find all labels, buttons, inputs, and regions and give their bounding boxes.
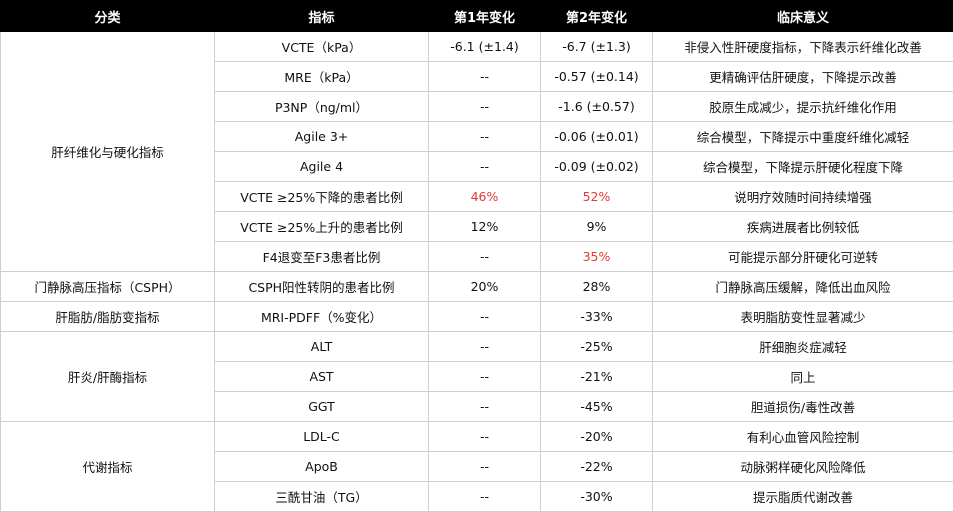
clinical-meaning-cell: 肝细胞炎症减轻 [653,332,953,362]
year2-change-cell: -0.09 (±0.02) [541,152,653,182]
header-year2-change: 第2年变化 [541,1,653,32]
year1-change-cell: -- [429,152,541,182]
clinical-meaning-cell: 提示脂质代谢改善 [653,482,953,512]
indicator-cell: MRE（kPa） [215,62,429,92]
year2-change-cell: 28% [541,272,653,302]
clinical-meaning-cell: 门静脉高压缓解，降低出血风险 [653,272,953,302]
year1-change-cell: 20% [429,272,541,302]
indicator-cell: AST [215,362,429,392]
year1-change-cell: -- [429,62,541,92]
year2-change-cell: -0.06 (±0.01) [541,122,653,152]
header-category: 分类 [1,1,215,32]
clinical-meaning-cell: 更精确评估肝硬度，下降提示改善 [653,62,953,92]
category-cell: 肝炎/肝酶指标 [1,332,215,422]
category-cell: 肝脂肪/脂肪变指标 [1,302,215,332]
year2-change-cell: -1.6 (±0.57) [541,92,653,122]
year1-change-cell: -- [429,302,541,332]
year2-change-cell: -22% [541,452,653,482]
year1-change-cell: -- [429,392,541,422]
indicator-cell: F4退变至F3患者比例 [215,242,429,272]
indicator-cell: VCTE（kPa） [215,32,429,62]
indicator-cell: Agile 3+ [215,122,429,152]
indicator-cell: Agile 4 [215,152,429,182]
clinical-meaning-cell: 疾病进展者比例较低 [653,212,953,242]
indicator-cell: 三酰甘油（TG） [215,482,429,512]
clinical-meaning-cell: 综合模型，下降提示中重度纤维化减轻 [653,122,953,152]
year1-change-cell: -- [429,452,541,482]
year2-change-cell: -33% [541,302,653,332]
clinical-meaning-cell: 综合模型，下降提示肝硬化程度下降 [653,152,953,182]
category-cell: 门静脉高压指标（CSPH） [1,272,215,302]
year2-change-cell: -25% [541,332,653,362]
indicator-cell: ApoB [215,452,429,482]
clinical-meaning-cell: 可能提示部分肝硬化可逆转 [653,242,953,272]
year2-change-cell: -45% [541,392,653,422]
year1-change-cell: -- [429,92,541,122]
indicator-cell: LDL-C [215,422,429,452]
year2-change-cell: 9% [541,212,653,242]
year2-change-cell: -6.7 (±1.3) [541,32,653,62]
year1-change-cell: -- [429,422,541,452]
clinical-meaning-cell: 表明脂肪变性显著减少 [653,302,953,332]
year2-change-cell: -21% [541,362,653,392]
indicator-cell: P3NP（ng/ml） [215,92,429,122]
year1-change-cell: 12% [429,212,541,242]
year2-change-cell: -0.57 (±0.14) [541,62,653,92]
header-row: 分类 指标 第1年变化 第2年变化 临床意义 [1,1,953,32]
year1-change-cell: -- [429,332,541,362]
year2-change-cell: -30% [541,482,653,512]
indicator-cell: VCTE ≥25%上升的患者比例 [215,212,429,242]
year1-change-cell: -- [429,362,541,392]
clinical-meaning-cell: 胆道损伤/毒性改善 [653,392,953,422]
year1-change-cell: 46% [429,182,541,212]
year2-change-cell: 52% [541,182,653,212]
indicator-cell: CSPH阳性转阴的患者比例 [215,272,429,302]
clinical-meaning-cell: 说明疗效随时间持续增强 [653,182,953,212]
clinical-meaning-cell: 胶原生成减少，提示抗纤维化作用 [653,92,953,122]
table-header: 分类 指标 第1年变化 第2年变化 临床意义 [1,1,953,32]
indicator-cell: GGT [215,392,429,422]
year1-change-cell: -- [429,482,541,512]
indicator-cell: MRI-PDFF（%变化） [215,302,429,332]
category-cell: 肝纤维化与硬化指标 [1,32,215,272]
category-cell: 代谢指标 [1,422,215,512]
header-indicator: 指标 [215,1,429,32]
year1-change-cell: -- [429,122,541,152]
clinical-meaning-cell: 动脉粥样硬化风险降低 [653,452,953,482]
clinical-meaning-cell: 同上 [653,362,953,392]
header-year1-change: 第1年变化 [429,1,541,32]
year2-change-cell: -20% [541,422,653,452]
clinical-meaning-cell: 非侵入性肝硬度指标，下降表示纤维化改善 [653,32,953,62]
indicator-cell: ALT [215,332,429,362]
clinical-meaning-cell: 有利心血管风险控制 [653,422,953,452]
header-clinical-meaning: 临床意义 [653,1,953,32]
year1-change-cell: -- [429,242,541,272]
indicator-cell: VCTE ≥25%下降的患者比例 [215,182,429,212]
year1-change-cell: -6.1 (±1.4) [429,32,541,62]
year2-change-cell: 35% [541,242,653,272]
